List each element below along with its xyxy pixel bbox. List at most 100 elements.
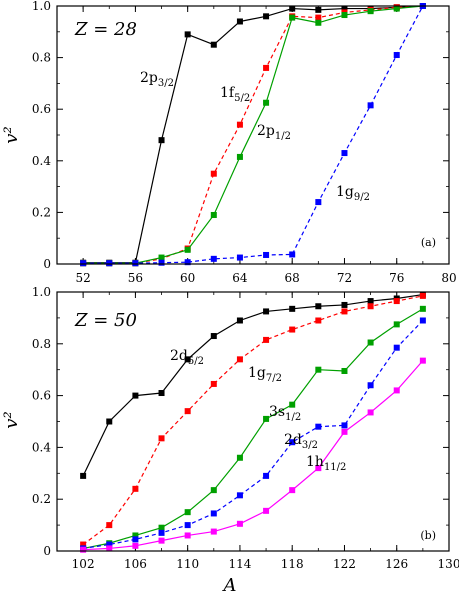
data-point (341, 12, 348, 19)
data-point (236, 254, 243, 261)
series-line-1g7-2 (82, 295, 423, 546)
data-point (80, 260, 87, 267)
data-point (132, 392, 139, 399)
series-line-1h11-2 (83, 360, 424, 551)
y-tick-label: 0.4 (32, 440, 51, 454)
series-line-2p1-2 (83, 5, 423, 264)
data-point (210, 255, 217, 262)
data-point (341, 5, 348, 12)
series-label: 1g7/2 (248, 365, 282, 384)
x-tick-label: 60 (180, 271, 195, 285)
data-point (393, 344, 400, 351)
x-tick-label: 56 (128, 271, 143, 285)
series-label: 2d3/2 (284, 432, 318, 451)
data-point (419, 292, 426, 299)
data-point (236, 18, 243, 25)
data-point (315, 6, 322, 13)
data-point (289, 326, 296, 333)
data-point (393, 5, 400, 12)
data-point (158, 435, 165, 442)
data-point (210, 510, 217, 517)
data-point (289, 5, 296, 12)
data-point (289, 487, 296, 494)
data-point (289, 14, 296, 21)
y-tick-label: 0.2 (32, 492, 51, 506)
panel-b-z50: 102 106 110 114 118 122 126 130 0 0.2 0.4 0.6 0.8 1.0… (1, 285, 459, 594)
series-label: 1h11/2 (306, 454, 346, 473)
series-label: 2p1/2 (257, 123, 291, 142)
data-point (393, 321, 400, 328)
series-line-3s1-2 (83, 308, 424, 549)
y-tick-label: 0.2 (32, 205, 51, 219)
y-axis-title: v² (1, 126, 22, 143)
series-line-2d3-2 (83, 320, 424, 550)
data-point (289, 251, 296, 258)
data-point (419, 357, 426, 364)
data-point (315, 199, 322, 206)
data-point (367, 102, 374, 109)
data-point (263, 64, 270, 71)
y-tick-label: 1.0 (32, 0, 51, 13)
data-point (367, 409, 374, 416)
data-point (315, 366, 322, 373)
data-point (236, 317, 243, 324)
data-point (341, 308, 348, 315)
y-tick-label: 0.6 (32, 102, 51, 116)
data-point (236, 121, 243, 128)
series-label: 1g9/2 (336, 184, 370, 203)
data-point (184, 259, 191, 266)
panel-letter: (a) (421, 236, 436, 249)
data-point (132, 485, 139, 492)
data-point (315, 303, 322, 310)
data-point (184, 408, 191, 415)
series-line-2p3-2 (83, 5, 423, 264)
x-axis-title: A (222, 575, 237, 594)
data-point (80, 546, 87, 553)
x-tick-label: 76 (389, 271, 404, 285)
data-point (106, 545, 113, 552)
data-point (184, 509, 191, 516)
data-point (367, 8, 374, 15)
data-point (263, 99, 270, 106)
plot-frame (56, 291, 450, 552)
data-point (393, 52, 400, 59)
series-line-1f5-2 (83, 5, 423, 264)
series-label: 3s1/2 (269, 404, 301, 423)
data-point (263, 472, 270, 479)
data-point (132, 260, 139, 267)
data-point (210, 487, 217, 494)
data-point (315, 465, 322, 472)
x-tick-label: 52 (75, 271, 90, 285)
data-point (236, 492, 243, 499)
data-point (210, 380, 217, 387)
data-point (315, 19, 322, 26)
series-line-1g9-2 (83, 5, 424, 264)
data-point (158, 524, 165, 531)
series-line-2d5-2 (82, 293, 423, 477)
x-tick-label: 106 (124, 557, 147, 571)
data-point (210, 528, 217, 535)
data-point (315, 317, 322, 324)
x-tick-label: 118 (281, 557, 304, 571)
data-point (263, 308, 270, 315)
data-point (80, 472, 87, 479)
data-point (184, 31, 191, 38)
x-tick-label: 114 (228, 557, 251, 571)
data-point (393, 387, 400, 394)
data-point (184, 356, 191, 363)
series-label: 2p3/2 (140, 70, 174, 89)
y-tick-label: 0.6 (32, 389, 51, 403)
data-point (236, 356, 243, 363)
y-tick-label: 0.4 (32, 154, 51, 168)
data-point (263, 507, 270, 514)
panel-a-z28: 52 56 60 64 68 72 76 80 0 0.2 0.4 0.6 0.8 1.0 2p3/2 1f5… (1, 0, 457, 285)
data-point (158, 390, 165, 397)
data-point (263, 415, 270, 422)
x-tick-label: 110 (176, 557, 199, 571)
y-tick-label: 0 (43, 257, 51, 271)
plot-frame (56, 5, 450, 265)
data-point (106, 522, 113, 529)
data-point (263, 336, 270, 343)
data-point (158, 137, 165, 144)
